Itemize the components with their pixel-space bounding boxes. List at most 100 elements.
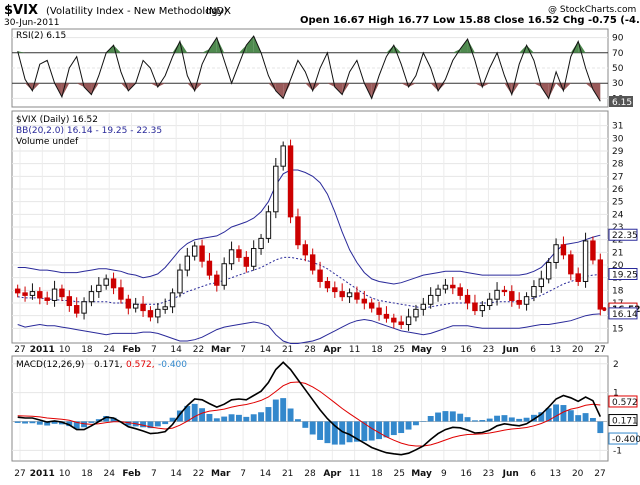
price-candle-body bbox=[125, 298, 132, 309]
macd-histogram-bar bbox=[14, 421, 21, 423]
macd-line bbox=[17, 361, 602, 456]
macd-histogram-bar bbox=[294, 419, 301, 422]
macd-histogram-bar bbox=[265, 407, 272, 422]
price-tick-label: 15 bbox=[612, 324, 623, 334]
macd-histogram-bar bbox=[383, 421, 390, 438]
macd-x-tick-label: 7 bbox=[240, 469, 246, 479]
macd-histogram-bar bbox=[501, 415, 508, 422]
macd-tick-label: 2 bbox=[613, 360, 619, 370]
price-x-tick-label: 11 bbox=[349, 345, 360, 355]
price-tick-label: 28 bbox=[612, 160, 624, 170]
price-candle-body bbox=[531, 286, 537, 298]
price-candle-body bbox=[243, 256, 250, 267]
rsi-overbought-fill bbox=[17, 51, 26, 53]
macd-histogram-bar bbox=[36, 421, 43, 425]
macd-histogram-bar bbox=[272, 399, 279, 422]
price-candle-body bbox=[376, 307, 382, 315]
macd-x-tick-label: 20 bbox=[572, 469, 584, 479]
macd-histogram-bar bbox=[331, 421, 338, 445]
macd-x-tick-label: 16 bbox=[460, 469, 472, 479]
macd-histogram-bar bbox=[184, 405, 191, 422]
price-candle-body bbox=[457, 287, 463, 296]
price-candle-body bbox=[73, 305, 80, 314]
macd-histogram-bar bbox=[22, 421, 29, 424]
macd-histogram-bar bbox=[545, 408, 552, 422]
price-candle-body bbox=[280, 145, 286, 167]
macd-histogram-bar bbox=[420, 421, 427, 422]
price-x-tick-label: 24 bbox=[104, 345, 116, 355]
macd-histogram-bar bbox=[66, 421, 73, 427]
rsi-line bbox=[17, 35, 601, 102]
rsi-oversold-fill bbox=[548, 83, 557, 99]
price-tick-label: 26 bbox=[612, 185, 624, 195]
price-candle-body bbox=[191, 245, 198, 257]
macd-histogram-bar bbox=[412, 421, 419, 426]
price-candle-body bbox=[450, 284, 456, 289]
macd-histogram-bar bbox=[494, 415, 501, 422]
price-tick-label: 20 bbox=[612, 261, 624, 271]
rsi-overbought-fill bbox=[526, 45, 534, 53]
price-candle-body bbox=[258, 237, 264, 250]
price-panel: 3130292827262524232221201918171615 22.35… bbox=[11, 110, 640, 344]
macd-histogram-bar bbox=[169, 417, 176, 422]
macd-histogram-bar bbox=[213, 418, 220, 422]
macd-histogram-bar bbox=[110, 417, 117, 422]
macd-histogram-bar bbox=[125, 421, 132, 426]
price-x-tick-label: May bbox=[411, 345, 432, 355]
macd-histogram-bar bbox=[427, 416, 434, 422]
macd-histogram-bar bbox=[243, 416, 250, 422]
price-candle-body bbox=[132, 303, 139, 309]
price-candle-body bbox=[147, 310, 154, 318]
rsi-oversold-fill bbox=[504, 83, 512, 95]
price-x-tick-label: 7 bbox=[240, 345, 246, 355]
rsi-overbought-fill bbox=[386, 45, 394, 53]
price-candle-body bbox=[560, 244, 567, 256]
macd-value-label: -0.400 bbox=[612, 435, 640, 445]
price-x-tick-label: 14 bbox=[170, 345, 182, 355]
price-candle-body bbox=[464, 294, 471, 304]
price-candle-body bbox=[221, 263, 227, 286]
price-x-tick-label: 6 bbox=[530, 345, 536, 355]
macd-histogram-bar bbox=[516, 418, 523, 422]
price-candle-body bbox=[295, 216, 301, 246]
macd-value-box bbox=[608, 432, 638, 445]
price-x-tick-label: Jun bbox=[502, 345, 519, 355]
symbol-description: (Volatility Index - New Methodology) bbox=[46, 6, 228, 17]
macd-histogram-bar bbox=[309, 421, 316, 435]
price-candle-body bbox=[332, 287, 338, 293]
price-value-label: 22.35 bbox=[612, 231, 638, 241]
macd-value-box bbox=[608, 395, 638, 408]
macd-histogram-bar bbox=[575, 415, 582, 422]
macd-histogram-bar bbox=[376, 421, 383, 440]
macd-histogram-bar bbox=[538, 412, 545, 422]
price-x-axis: 27 2011 10 18 24 Feb 7 14 22 Mar 7 14 21 28 Apr 11 18 25 M… bbox=[14, 345, 605, 355]
rsi-last-value: 6.15 bbox=[612, 98, 632, 108]
rsi-oversold-fill bbox=[76, 83, 85, 87]
macd-histogram-bar bbox=[73, 421, 80, 429]
rsi-oversold-fill bbox=[401, 83, 409, 87]
macd-x-tick-label: 28 bbox=[304, 469, 316, 479]
macd-histogram-bar bbox=[346, 421, 353, 443]
price-candle-body bbox=[339, 291, 345, 298]
price-x-tick-label: 27 bbox=[14, 345, 25, 355]
macd-value-box bbox=[608, 414, 638, 427]
price-candle-body bbox=[287, 145, 294, 218]
stockcharts-credit: @ StockCharts.com bbox=[548, 5, 636, 15]
rsi-overbought-fill bbox=[172, 41, 180, 53]
price-candle-body bbox=[413, 308, 419, 318]
macd-histogram-bar bbox=[435, 412, 442, 422]
macd-x-tick-label: 23 bbox=[483, 469, 494, 479]
macd-histogram-bar bbox=[29, 421, 36, 424]
macd-histogram-bar bbox=[44, 421, 51, 426]
price-candle-body bbox=[523, 296, 530, 305]
rsi-oversold-fill bbox=[342, 83, 350, 95]
price-candle-body bbox=[553, 244, 559, 263]
price-value-box bbox=[608, 268, 638, 280]
bollinger-middle-band bbox=[17, 256, 601, 309]
rsi-value-box bbox=[609, 96, 633, 107]
price-candle-body bbox=[391, 317, 397, 323]
price-candle-body bbox=[479, 305, 486, 312]
rsi-oversold-fill bbox=[334, 83, 343, 95]
price-x-tick-label: 23 bbox=[483, 345, 494, 355]
